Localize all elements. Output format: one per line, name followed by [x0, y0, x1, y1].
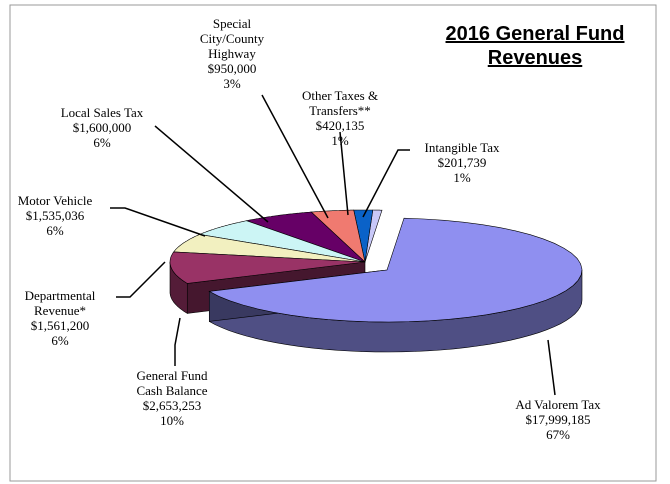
slice-value-label: $2,653,253 [142, 398, 202, 413]
leader-line [362, 149, 410, 218]
slice-value-label: $201,739 [437, 155, 487, 170]
slice-top [353, 209, 374, 263]
slice-label: Departmental Revenue* [24, 288, 96, 318]
slice-label: Ad Valorem Tax [515, 397, 601, 412]
slice-top [169, 251, 366, 284]
slice-top [245, 211, 366, 263]
slice-percent-label: 1% [331, 133, 349, 148]
slice-value-label: $950,000 [207, 61, 257, 76]
slice [208, 217, 583, 353]
slice-percent-label: 67% [546, 427, 570, 442]
slice-top [208, 217, 583, 323]
chart-title: 2016 General Fund Revenues [445, 23, 625, 69]
slice-value-label: $420,135 [315, 118, 365, 133]
slice [353, 209, 374, 263]
slice-percent-label: 1% [453, 170, 471, 185]
slice-percent-label: 6% [93, 135, 111, 150]
slice-label: General Fund Cash Balance [136, 368, 208, 398]
slice-value-label: $17,999,185 [525, 412, 591, 427]
leader-line [547, 339, 556, 396]
chart-border [9, 4, 657, 482]
leader-line [110, 207, 206, 237]
slice-label: Other Taxes & Transfers** [301, 88, 379, 118]
slice-label: Local Sales Tax [60, 105, 144, 120]
slice [173, 234, 366, 263]
leader-line [116, 261, 166, 298]
leader-line [339, 131, 349, 216]
slice-label: Special City/County Highway [199, 16, 265, 61]
slice [364, 209, 383, 263]
slice-value-label: $1,600,000 [72, 120, 132, 135]
slice-value-label: $1,535,036 [25, 208, 85, 223]
leader-line [174, 317, 181, 366]
slice-percent-label: 10% [160, 413, 184, 428]
slice-label: Intangible Tax [424, 140, 500, 155]
slice-top [364, 209, 383, 263]
slice-value-label: $1,561,200 [30, 318, 90, 333]
slice [245, 211, 366, 263]
slice-percent-label: 3% [223, 76, 241, 91]
slice [198, 220, 366, 263]
slice-label: Motor Vehicle [17, 193, 93, 208]
leader-line [261, 94, 329, 219]
leader-line [154, 125, 269, 223]
slice-top [173, 234, 366, 263]
slice-percent-label: 6% [46, 223, 64, 238]
slice-top [198, 220, 366, 263]
slice-percent-label: 6% [51, 333, 69, 348]
